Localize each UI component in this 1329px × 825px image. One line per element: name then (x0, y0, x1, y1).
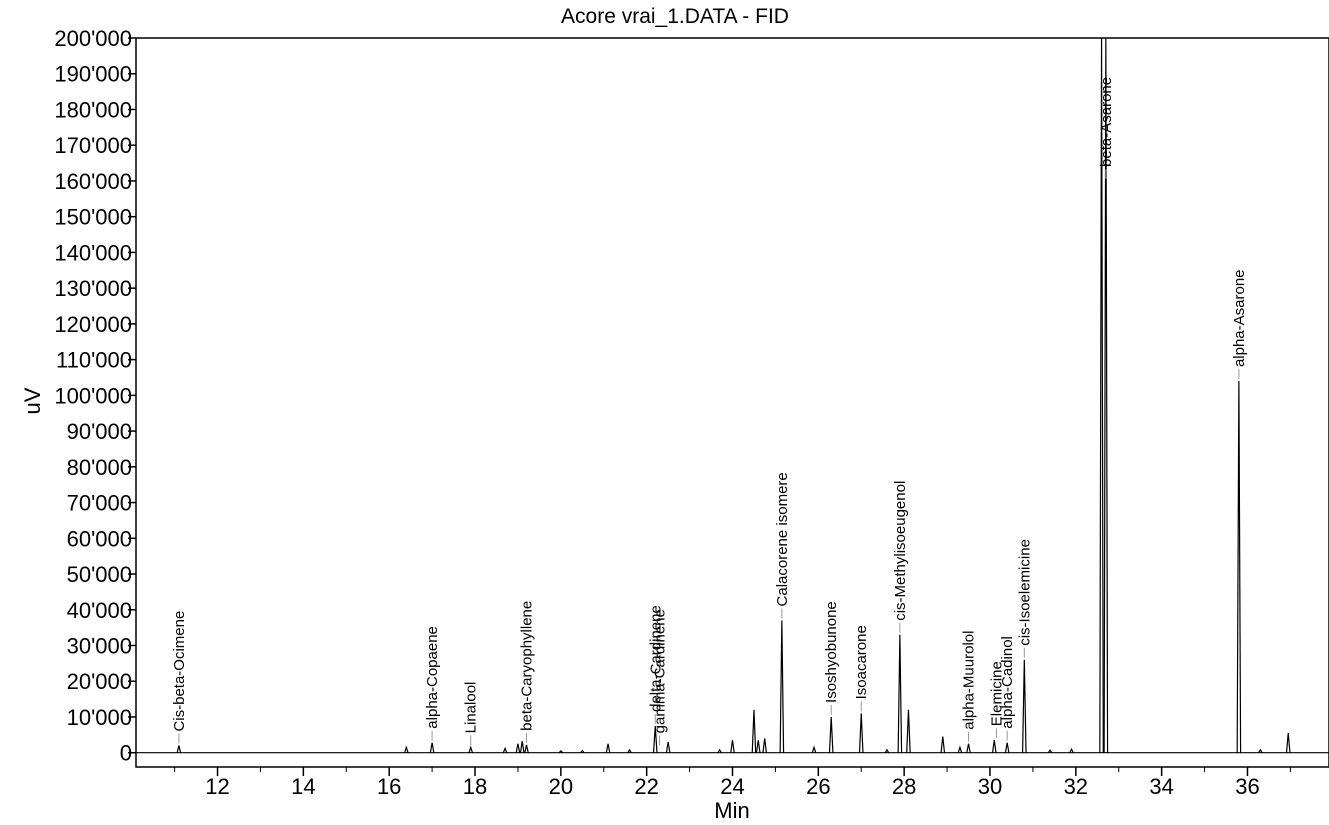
chromatogram-peak (1004, 742, 1010, 753)
y-tick-label: 100'000 (54, 383, 132, 408)
x-tick-label: 20 (549, 774, 573, 799)
peak-label: alpha-Muurolol (961, 631, 978, 730)
chromatogram-peak (940, 736, 946, 753)
peak-label: delta-Cardinene (647, 605, 664, 712)
x-tick-label: 18 (463, 774, 487, 799)
chromatogram-peak (897, 634, 903, 753)
x-tick-label: 22 (634, 774, 658, 799)
x-tick-label: 30 (978, 774, 1002, 799)
chromatogram-peak (519, 741, 525, 753)
y-tick-label: 60'000 (67, 526, 132, 551)
chromatogram-peak (751, 709, 757, 753)
y-axis-title: uV (20, 387, 45, 414)
chromatogram-peak (730, 740, 735, 753)
x-tick-label: 12 (205, 774, 229, 799)
chromatogram-peak (1258, 748, 1263, 754)
peak-label: beta-Caryophyllene (519, 601, 536, 731)
chromatogram-peak (404, 745, 409, 753)
chromatogram-peak (1285, 732, 1291, 753)
chromatogram-peak (1099, 37, 1104, 753)
y-tick-label: 70'000 (67, 491, 132, 516)
chromatogram-peak (991, 740, 997, 753)
y-tick-label: 170'000 (54, 133, 132, 158)
y-tick-label: 10'000 (67, 705, 132, 730)
x-tick-label: 34 (1149, 774, 1173, 799)
y-tick-label: 40'000 (67, 598, 132, 623)
peak-label: Isoshyobunone (823, 601, 840, 703)
chromatogram-peak (1103, 37, 1109, 753)
x-axis: 12 14 16 18 20 22 24 26 28 30 32 34 36 (174, 767, 1291, 799)
x-axis-title: Min (714, 798, 749, 823)
chromatogram-peak (558, 750, 563, 754)
chromatogram-peak (468, 745, 474, 753)
peak-label: Isoacarone (853, 625, 870, 699)
chromatogram-peak (762, 738, 767, 753)
plot-frame (135, 37, 1329, 768)
y-tick-label: 160'000 (54, 169, 132, 194)
chromatogram-peak (717, 748, 722, 754)
plot-area (135, 37, 1329, 768)
chromatogram-peak (957, 745, 963, 753)
chart-title: Acore vrai_1.DATA - FID (561, 5, 789, 28)
chromatogram-peak (524, 744, 529, 753)
y-tick-label: 50'000 (67, 562, 132, 587)
peak-label: cis-Methylisoeugenol (892, 481, 909, 621)
chromatogram-peak (828, 716, 834, 753)
chromatogram-peak (580, 749, 585, 754)
chromatogram-peak (1047, 749, 1053, 754)
x-tick-label: 16 (377, 774, 401, 799)
x-tick-label: 14 (291, 774, 315, 799)
y-tick-label: 200'000 (54, 26, 132, 51)
chromatogram-peak (811, 745, 817, 753)
chromatogram-peak (1022, 659, 1027, 753)
peak-label: gamma-Cardinene (652, 609, 669, 733)
chromatogram-peak (605, 743, 611, 753)
x-tick-label: 36 (1235, 774, 1259, 799)
peak-label: alpha-Cadinol (999, 636, 1016, 729)
chromatogram-peak (779, 620, 785, 753)
chromatogram-peak (966, 743, 971, 753)
x-tick-label: 32 (1064, 774, 1088, 799)
y-tick-label: 130'000 (54, 276, 132, 301)
y-axis: 0 10'000 20'000 30'000 40'000 50'000 60'000 70'… (54, 26, 136, 766)
chromatogram-peak (176, 745, 182, 753)
peak-label: cis-Isoelemicine (1016, 539, 1033, 646)
y-tick-label: 180'000 (54, 97, 132, 122)
peak-label: alpha-Asarone (1231, 269, 1248, 367)
chromatogram-peak (429, 742, 435, 753)
y-tick-label: 150'000 (54, 205, 132, 230)
y-tick-label: 110'000 (56, 348, 132, 373)
y-tick-label: 190'000 (54, 62, 132, 87)
peak-label: alpha-Copaene (424, 626, 441, 729)
chromatogram-peak (884, 748, 890, 754)
chromatogram-peak (755, 740, 761, 753)
chromatogram-peak (627, 748, 632, 754)
y-tick-label: 120'000 (54, 312, 132, 337)
x-tick-label: 28 (892, 774, 916, 799)
peak-label: Elemicine (988, 661, 1005, 726)
chromatogram-peak (665, 741, 671, 753)
peak-label: Cis-beta-Ocimene (171, 611, 188, 732)
y-tick-label: 0 (120, 741, 132, 766)
chromatogram-peak (515, 743, 521, 753)
y-tick-label: 20'000 (67, 669, 132, 694)
peak-label: Linalool (463, 682, 480, 734)
chromatogram-peak (1069, 747, 1074, 753)
peak-annotations: Cis-beta-Ocimene alpha-Copaene Linalool bet… (171, 77, 1248, 746)
peak-label: beta-Asarone (1098, 77, 1115, 167)
x-tick-label: 24 (720, 774, 744, 799)
x-tick-label: 26 (806, 774, 830, 799)
y-tick-label: 30'000 (67, 634, 132, 659)
y-tick-label: 90'000 (67, 419, 132, 444)
chromatogram-peak (906, 709, 911, 753)
chromatogram-peak (1236, 381, 1242, 753)
chromatogram-peak (502, 746, 508, 753)
chromatogram-peak (858, 713, 864, 753)
peak-label: Calacorene isomere (774, 472, 791, 606)
y-tick-label: 80'000 (67, 455, 132, 480)
y-tick-label: 140'000 (54, 240, 132, 265)
chromatogram-peak (652, 725, 658, 753)
